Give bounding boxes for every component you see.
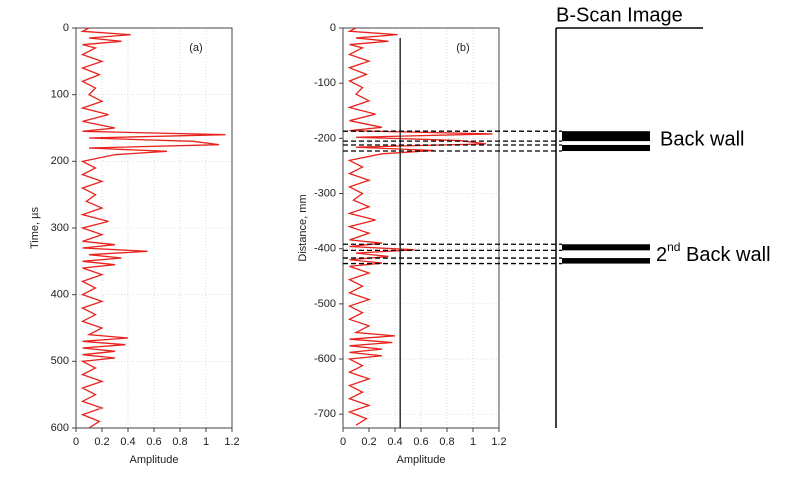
- y-tick-label: -400: [314, 243, 336, 255]
- y-tick-label: 100: [51, 89, 69, 101]
- bscan-title: B-Scan Image: [556, 4, 683, 26]
- x-tick-label: 1: [203, 436, 209, 448]
- y-tick-label: 500: [51, 355, 69, 367]
- signal-line: [347, 27, 493, 426]
- echo-label: Back wall: [660, 128, 744, 150]
- x-tick-label: 1: [470, 436, 476, 448]
- label-num: 2: [656, 244, 667, 266]
- y-tick-label: -300: [314, 187, 336, 199]
- y-tick-label: 600: [51, 422, 69, 434]
- signal-line: [80, 27, 226, 429]
- y-tick-label: 0: [63, 22, 69, 34]
- y-axis-label: Distance, mm: [297, 194, 309, 261]
- echo-bar: [562, 258, 650, 264]
- y-tick-label: -100: [314, 77, 336, 89]
- x-tick-label: 0.6: [413, 436, 428, 448]
- plot-frame: [75, 27, 233, 429]
- y-tick-label: -700: [314, 408, 336, 420]
- x-axis-label: Amplitude: [397, 454, 446, 466]
- y-tick-label: -500: [314, 298, 336, 310]
- y-tick-label: 200: [51, 155, 69, 167]
- y-axis-label: Time, µs: [29, 207, 41, 249]
- y-tick-label: 0: [330, 22, 336, 34]
- label-rest: Back wall: [680, 244, 770, 266]
- y-tick-label: -600: [314, 353, 336, 365]
- x-tick-label: 0.6: [146, 436, 161, 448]
- panel-label: (a): [189, 42, 202, 54]
- x-tick-label: 0.4: [387, 436, 402, 448]
- x-tick-label: 0: [340, 436, 346, 448]
- x-tick-label: 0.8: [439, 436, 454, 448]
- x-tick-label: 0.8: [172, 436, 187, 448]
- x-tick-label: 0.2: [94, 436, 109, 448]
- panel-label: (b): [456, 42, 469, 54]
- y-tick-label: 400: [51, 289, 69, 301]
- label-sup: nd: [667, 240, 680, 254]
- echo-label: 2nd Back wall: [656, 240, 771, 266]
- x-tick-label: 1.2: [224, 436, 239, 448]
- y-tick-label: -200: [314, 132, 336, 144]
- x-tick-label: 0.4: [120, 436, 135, 448]
- x-tick-label: 0.2: [361, 436, 376, 448]
- echo-bar: [562, 144, 650, 152]
- plot-frame: [342, 27, 500, 429]
- echo-bar: [562, 244, 650, 251]
- x-tick-label: 0: [73, 436, 79, 448]
- x-axis-label: Amplitude: [130, 454, 179, 466]
- echo-bar: [562, 131, 650, 142]
- x-tick-label: 1.2: [491, 436, 506, 448]
- y-tick-label: 300: [51, 222, 69, 234]
